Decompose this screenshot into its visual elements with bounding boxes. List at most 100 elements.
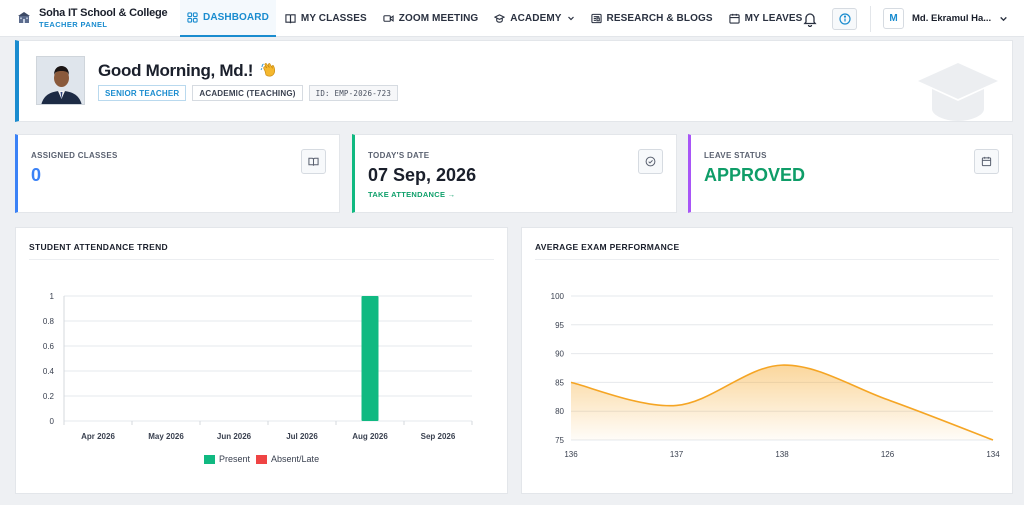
x-tick-label: 138 bbox=[775, 450, 789, 459]
leave-status-icon-box bbox=[974, 149, 999, 174]
y-tick-label: 0 bbox=[50, 417, 55, 426]
employee-id-badge: ID: EMP-2026-723 bbox=[308, 85, 399, 101]
check-circle-icon bbox=[645, 156, 656, 167]
role-badge: SENIOR TEACHER bbox=[98, 85, 187, 101]
graduation-cap-icon bbox=[494, 13, 506, 23]
bar-present bbox=[361, 296, 379, 421]
legend-label-absent-late: Absent/Late bbox=[271, 454, 320, 464]
info-icon bbox=[838, 12, 851, 25]
brand-name: Soha IT School & College bbox=[39, 6, 168, 19]
todays-date-value: 07 Sep, 2026 bbox=[368, 165, 477, 185]
y-tick-label: 0.6 bbox=[43, 342, 55, 351]
legend-swatch-present bbox=[204, 454, 215, 464]
role-badges: SENIOR TEACHER ACADEMIC (TEACHING) ID: E… bbox=[98, 85, 404, 101]
nav-my-leaves[interactable]: MY LEAVES bbox=[722, 0, 810, 37]
x-tick-label: 134 bbox=[986, 450, 1000, 459]
main-menu: DASHBOARD MY CLASSES ZOOM MEETING ACADEM… bbox=[180, 0, 811, 37]
user-name[interactable]: Md. Ekramul Ha... bbox=[912, 13, 992, 24]
nav-my-classes-label: MY CLASSES bbox=[300, 12, 367, 24]
x-tick-label: Sep 2026 bbox=[421, 432, 456, 441]
y-tick-label: 95 bbox=[555, 321, 564, 330]
greeting-label: Good Morning, Md.! bbox=[98, 61, 254, 80]
department-badge: ACADEMIC (TEACHING) bbox=[192, 85, 303, 101]
y-tick-label: 75 bbox=[555, 436, 564, 445]
todays-date-label: TODAY'S DATE bbox=[368, 151, 430, 160]
legend-item-absent-late[interactable]: Absent/Late bbox=[256, 454, 319, 464]
user-avatar[interactable]: M bbox=[883, 8, 904, 29]
chevron-down-icon bbox=[567, 16, 574, 21]
nav-academy[interactable]: ACADEMY bbox=[487, 0, 581, 37]
x-tick-label: Apr 2026 bbox=[81, 432, 115, 441]
profile-photo bbox=[36, 56, 85, 105]
info-button[interactable] bbox=[832, 7, 857, 30]
x-tick-label: Jun 2026 bbox=[217, 432, 252, 441]
x-tick-label: Jul 2026 bbox=[286, 432, 318, 441]
assigned-classes-icon-box bbox=[301, 149, 326, 174]
attendance-chart-card: STUDENT ATTENDANCE TREND 0 0.2 0.4 0.6 0.8 1 A… bbox=[15, 227, 508, 494]
nav-research-blogs[interactable]: RESEARCH & BLOGS bbox=[584, 0, 720, 37]
grid-icon bbox=[187, 11, 198, 23]
exam-line bbox=[570, 364, 994, 441]
attendance-legend: Present Absent/Late bbox=[204, 454, 325, 464]
legend-swatch-absent-late bbox=[256, 454, 268, 464]
nav-dashboard[interactable]: DASHBOARD bbox=[180, 0, 276, 37]
legend-label-present: Present bbox=[219, 454, 251, 464]
exam-area-fill bbox=[571, 365, 993, 440]
video-icon bbox=[383, 14, 394, 22]
exam-chart-title: AVERAGE EXAM PERFORMANCE bbox=[535, 242, 680, 252]
exam-data-point bbox=[675, 404, 678, 407]
greeting-text: Good Morning, Md.! bbox=[98, 61, 278, 81]
y-tick-label: 0.2 bbox=[43, 392, 55, 401]
calendar-icon bbox=[728, 13, 740, 24]
leave-status-value: APPROVED bbox=[704, 165, 806, 185]
x-tick-label: 136 bbox=[564, 450, 578, 459]
exam-data-point bbox=[991, 438, 994, 441]
graduation-cap-watermark-icon bbox=[918, 63, 998, 121]
todays-date-card: TODAY'S DATE 07 Sep, 2026 TAKE ATTENDANC… bbox=[352, 134, 677, 213]
calendar-icon bbox=[981, 156, 992, 167]
y-tick-label: 80 bbox=[555, 407, 564, 416]
chart-title-divider bbox=[29, 259, 494, 260]
nav-dashboard-label: DASHBOARD bbox=[203, 11, 269, 23]
exam-data-point bbox=[886, 398, 889, 401]
chevron-down-icon[interactable] bbox=[999, 14, 1008, 23]
assigned-classes-card: ASSIGNED CLASSES 0 bbox=[15, 134, 340, 213]
todays-date-icon-box bbox=[638, 149, 663, 174]
brand[interactable]: Soha IT School & College TEACHER PANEL bbox=[17, 6, 180, 29]
x-tick-label: 126 bbox=[881, 450, 895, 459]
x-tick-label: Aug 2026 bbox=[352, 432, 388, 441]
welcome-card: Good Morning, Md.! SENIOR TEACHER ACADEM… bbox=[15, 40, 1013, 122]
book-open-icon bbox=[308, 157, 319, 166]
attendance-chart-title: STUDENT ATTENDANCE TREND bbox=[29, 242, 168, 252]
newspaper-icon bbox=[590, 13, 602, 23]
leave-status-card: LEAVE STATUS APPROVED bbox=[688, 134, 1013, 213]
y-tick-label: 90 bbox=[555, 350, 564, 359]
y-tick-label: 85 bbox=[555, 378, 564, 387]
nav-divider bbox=[870, 5, 871, 32]
brand-subtitle: TEACHER PANEL bbox=[39, 19, 108, 29]
take-attendance-link[interactable]: TAKE ATTENDANCE → bbox=[368, 190, 456, 199]
top-navbar: Soha IT School & College TEACHER PANEL D… bbox=[0, 0, 1024, 37]
waving-hand-icon bbox=[260, 63, 275, 77]
legend-item-present[interactable]: Present bbox=[204, 454, 250, 464]
y-tick-label: 1 bbox=[50, 292, 55, 301]
chart-title-divider bbox=[535, 259, 999, 260]
nav-my-leaves-label: MY LEAVES bbox=[744, 12, 803, 24]
bell-icon[interactable] bbox=[802, 11, 818, 27]
y-tick-label: 0.8 bbox=[43, 317, 55, 326]
exam-area-chart: 75 80 85 90 95 100 136 137 138 126 134 bbox=[551, 292, 1001, 459]
x-tick-label: May 2026 bbox=[148, 432, 184, 441]
y-tick-label: 0.4 bbox=[43, 367, 55, 376]
attendance-bar-chart: 0 0.2 0.4 0.6 0.8 1 Apr 2026 May 2026 Jun 2026 Ju… bbox=[43, 292, 473, 441]
nav-research-blogs-label: RESEARCH & BLOGS bbox=[606, 12, 713, 24]
y-tick-label: 100 bbox=[551, 292, 565, 301]
exam-data-point bbox=[569, 381, 572, 384]
exam-data-point bbox=[780, 364, 783, 367]
nav-zoom-meeting-label: ZOOM MEETING bbox=[398, 12, 479, 24]
nav-my-classes[interactable]: MY CLASSES bbox=[278, 0, 374, 37]
assigned-classes-label: ASSIGNED CLASSES bbox=[31, 151, 118, 160]
leave-status-label: LEAVE STATUS bbox=[704, 151, 767, 160]
book-icon bbox=[285, 13, 296, 23]
nav-zoom-meeting[interactable]: ZOOM MEETING bbox=[376, 0, 486, 37]
school-logo-icon bbox=[18, 12, 30, 23]
